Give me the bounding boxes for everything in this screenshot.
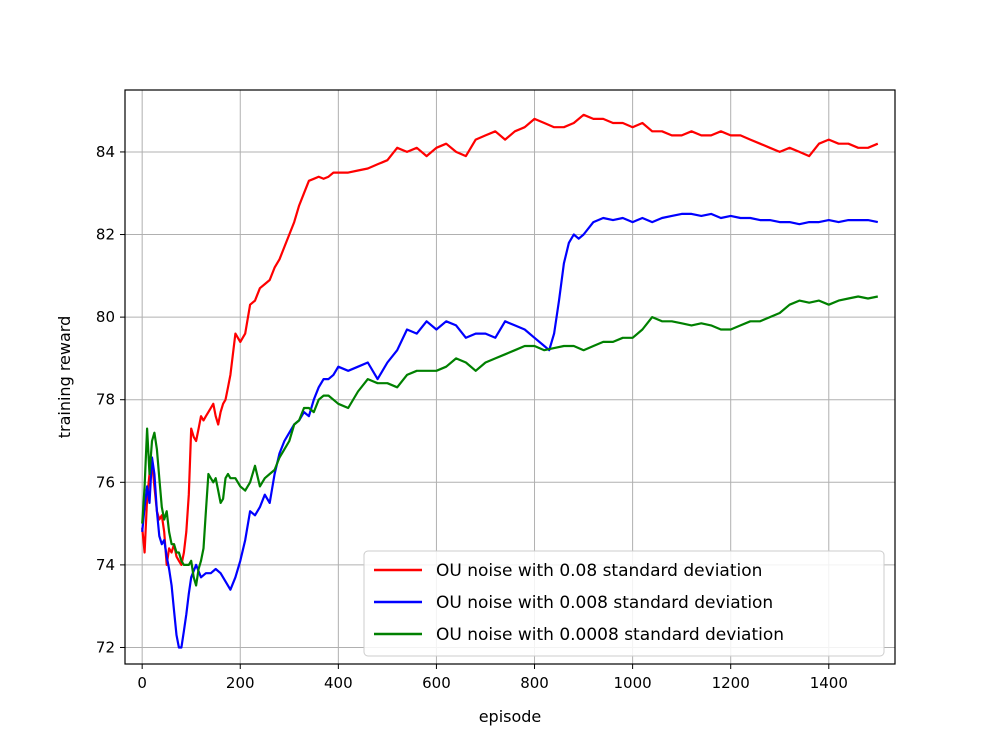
- y-tick-label: 84: [96, 143, 115, 161]
- ticks: 0 200 400 600 800 1000 1200 1400 72 74 76 78 80 82 84: [96, 143, 848, 692]
- legend-label-1: OU noise with 0.08 standard deviation: [436, 561, 762, 581]
- series-layer: [141, 113, 879, 649]
- series-line-1: [141, 113, 879, 567]
- x-tick-label: 0: [137, 674, 147, 692]
- x-tick-label: 1000: [614, 674, 652, 692]
- x-axis-label: episode: [479, 707, 542, 726]
- y-tick-label: 72: [96, 638, 115, 656]
- y-axis-label: training reward: [55, 316, 74, 438]
- series-line-3: [141, 295, 879, 587]
- x-tick-label: 1200: [712, 674, 750, 692]
- x-tick-label: 600: [422, 674, 451, 692]
- y-tick-label: 78: [96, 391, 115, 409]
- x-tick-label: 800: [520, 674, 549, 692]
- legend-label-3: OU noise with 0.0008 standard deviation: [436, 625, 784, 645]
- y-tick-label: 82: [96, 226, 115, 244]
- y-tick-label: 76: [96, 473, 115, 491]
- x-tick-label: 1400: [810, 674, 848, 692]
- y-tick-label: 74: [96, 556, 115, 574]
- plot-frame: [124, 89, 896, 665]
- x-tick-label: 400: [324, 674, 353, 692]
- y-tick-label: 80: [96, 308, 115, 326]
- legend-label-2: OU noise with 0.008 standard deviation: [436, 593, 773, 613]
- legend: OU noise with 0.08 standard deviation OU …: [363, 550, 885, 657]
- legend-box: [363, 550, 885, 657]
- series-line-2: [141, 212, 879, 649]
- x-tick-label: 200: [226, 674, 255, 692]
